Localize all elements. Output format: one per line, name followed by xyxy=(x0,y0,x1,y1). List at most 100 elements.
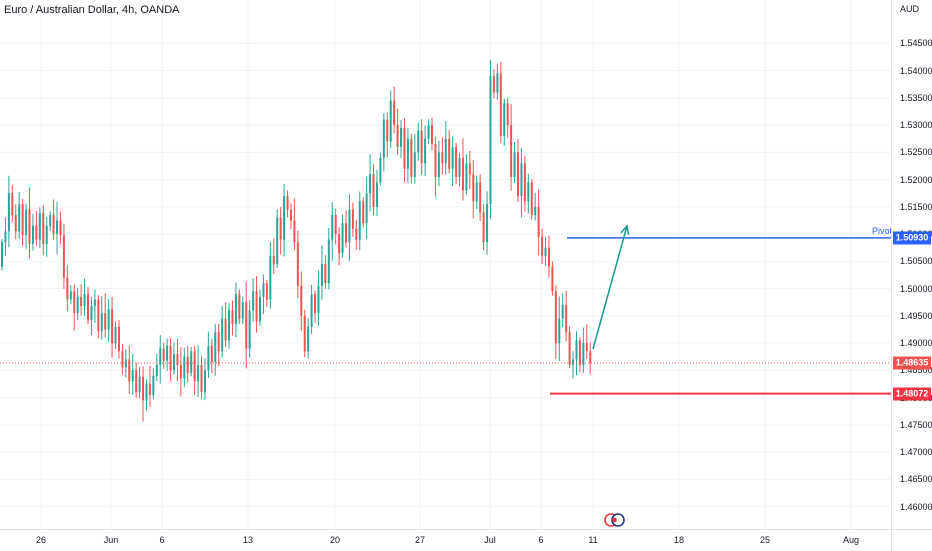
price-axis[interactable]: AUD 1.54500 1.54000 1.53500 1.53000 1.52500 1… xyxy=(891,0,932,539)
candle-body xyxy=(111,309,114,344)
candle-body xyxy=(585,343,588,352)
price-tick-label: 1.47500 xyxy=(900,419,932,430)
candle-body xyxy=(451,146,454,169)
candle-body xyxy=(135,370,138,393)
candle-body xyxy=(362,201,365,224)
candle-body xyxy=(265,283,268,300)
candle-body xyxy=(93,299,96,307)
price-tick-label: 1.52500 xyxy=(900,147,932,158)
candle-body xyxy=(307,326,310,352)
candle-body xyxy=(245,302,248,349)
drawings[interactable] xyxy=(0,224,891,395)
candle-body xyxy=(49,215,52,226)
candle-body xyxy=(193,351,196,382)
time-tick-label: 18 xyxy=(673,535,685,545)
candle-body xyxy=(489,76,492,205)
candle-body xyxy=(197,364,200,382)
candle-body xyxy=(355,228,358,240)
price-tick-label: 1.53500 xyxy=(900,92,932,103)
candle-body xyxy=(479,182,482,213)
support-price-badge: 1.48072 xyxy=(893,387,931,401)
candle-body xyxy=(389,100,392,142)
candle-body xyxy=(259,296,261,322)
candle-body xyxy=(124,359,127,368)
candle-body xyxy=(279,217,282,240)
pivot-price-badge: 1.50930 xyxy=(893,231,931,245)
candle-body xyxy=(56,220,59,235)
candle-body xyxy=(358,201,361,240)
time-tick-label: 27 xyxy=(414,535,426,545)
candle-body xyxy=(1,242,3,267)
candle-body xyxy=(142,376,145,401)
tradingview-logo-icon xyxy=(604,513,625,527)
candle-body xyxy=(203,370,206,393)
candle-body xyxy=(100,313,103,332)
time-tick-label: 25 xyxy=(759,535,771,545)
candle-body xyxy=(69,291,72,300)
candle-body xyxy=(35,225,38,240)
candle-body xyxy=(179,364,182,379)
candle-body xyxy=(375,182,378,207)
candle-body xyxy=(317,285,320,314)
candle-body xyxy=(437,152,440,177)
price-tick-label: 1.50500 xyxy=(900,256,932,267)
candle-body xyxy=(42,213,45,244)
candle-body xyxy=(52,215,55,235)
pivot-line-label[interactable]: Pivot xyxy=(872,225,891,236)
time-axis[interactable]: 26 Jun 6 13 20 27 Jul 6 11 18 25 Aug xyxy=(0,529,891,551)
forecast-arrow xyxy=(592,225,628,350)
candle-body xyxy=(38,213,41,240)
candle-body xyxy=(62,235,65,278)
candle-body xyxy=(45,225,48,244)
candle-body xyxy=(393,100,396,126)
price-tick-label: 1.46500 xyxy=(900,474,932,485)
candle-body xyxy=(224,318,227,341)
currency-label: AUD xyxy=(900,4,920,14)
candle-body xyxy=(255,291,258,322)
candle-body xyxy=(345,223,347,243)
candle-body xyxy=(214,332,217,363)
candle-body xyxy=(510,125,513,177)
candle-body xyxy=(403,127,406,169)
candle-body xyxy=(406,138,409,169)
candle-body xyxy=(561,304,564,319)
candle-body xyxy=(73,291,76,314)
candle-body xyxy=(341,223,344,254)
candle-body xyxy=(31,225,34,244)
candle-body xyxy=(262,283,265,297)
candle-body xyxy=(183,356,186,379)
price-tick-label: 1.46000 xyxy=(900,501,932,512)
candle-body xyxy=(97,299,100,332)
candle-body xyxy=(217,332,220,352)
candle-body xyxy=(547,247,550,267)
candle-body xyxy=(482,212,485,243)
candle-body xyxy=(334,215,337,235)
candle-body xyxy=(517,152,519,196)
time-tick-label: 26 xyxy=(35,535,47,545)
candle-body xyxy=(176,354,179,365)
candle-body xyxy=(296,242,299,286)
candle-body xyxy=(534,206,537,216)
candle-body xyxy=(293,220,296,243)
candle-body xyxy=(410,138,413,177)
candle-body xyxy=(186,356,189,374)
price-tick-label: 1.53000 xyxy=(900,120,932,131)
candle-body xyxy=(207,345,210,371)
candle-body xyxy=(417,130,420,153)
chart-canvas[interactable] xyxy=(0,0,891,529)
candle-body xyxy=(200,364,203,393)
candle-body xyxy=(248,310,251,349)
candle-body xyxy=(21,204,24,236)
chart-area[interactable]: Euro / Australian Dollar, 4h, OANDA Pivo… xyxy=(0,0,891,529)
candle-body xyxy=(558,318,561,344)
candles xyxy=(1,59,592,422)
price-tick-label: 1.48500 xyxy=(900,365,932,376)
candle-body xyxy=(300,285,303,316)
candle-body xyxy=(468,163,471,175)
candle-body xyxy=(499,73,502,136)
candle-body xyxy=(190,351,193,374)
candle-body xyxy=(506,103,509,126)
candle-body xyxy=(551,266,554,292)
candle-body xyxy=(527,182,530,202)
candle-body xyxy=(59,220,62,236)
